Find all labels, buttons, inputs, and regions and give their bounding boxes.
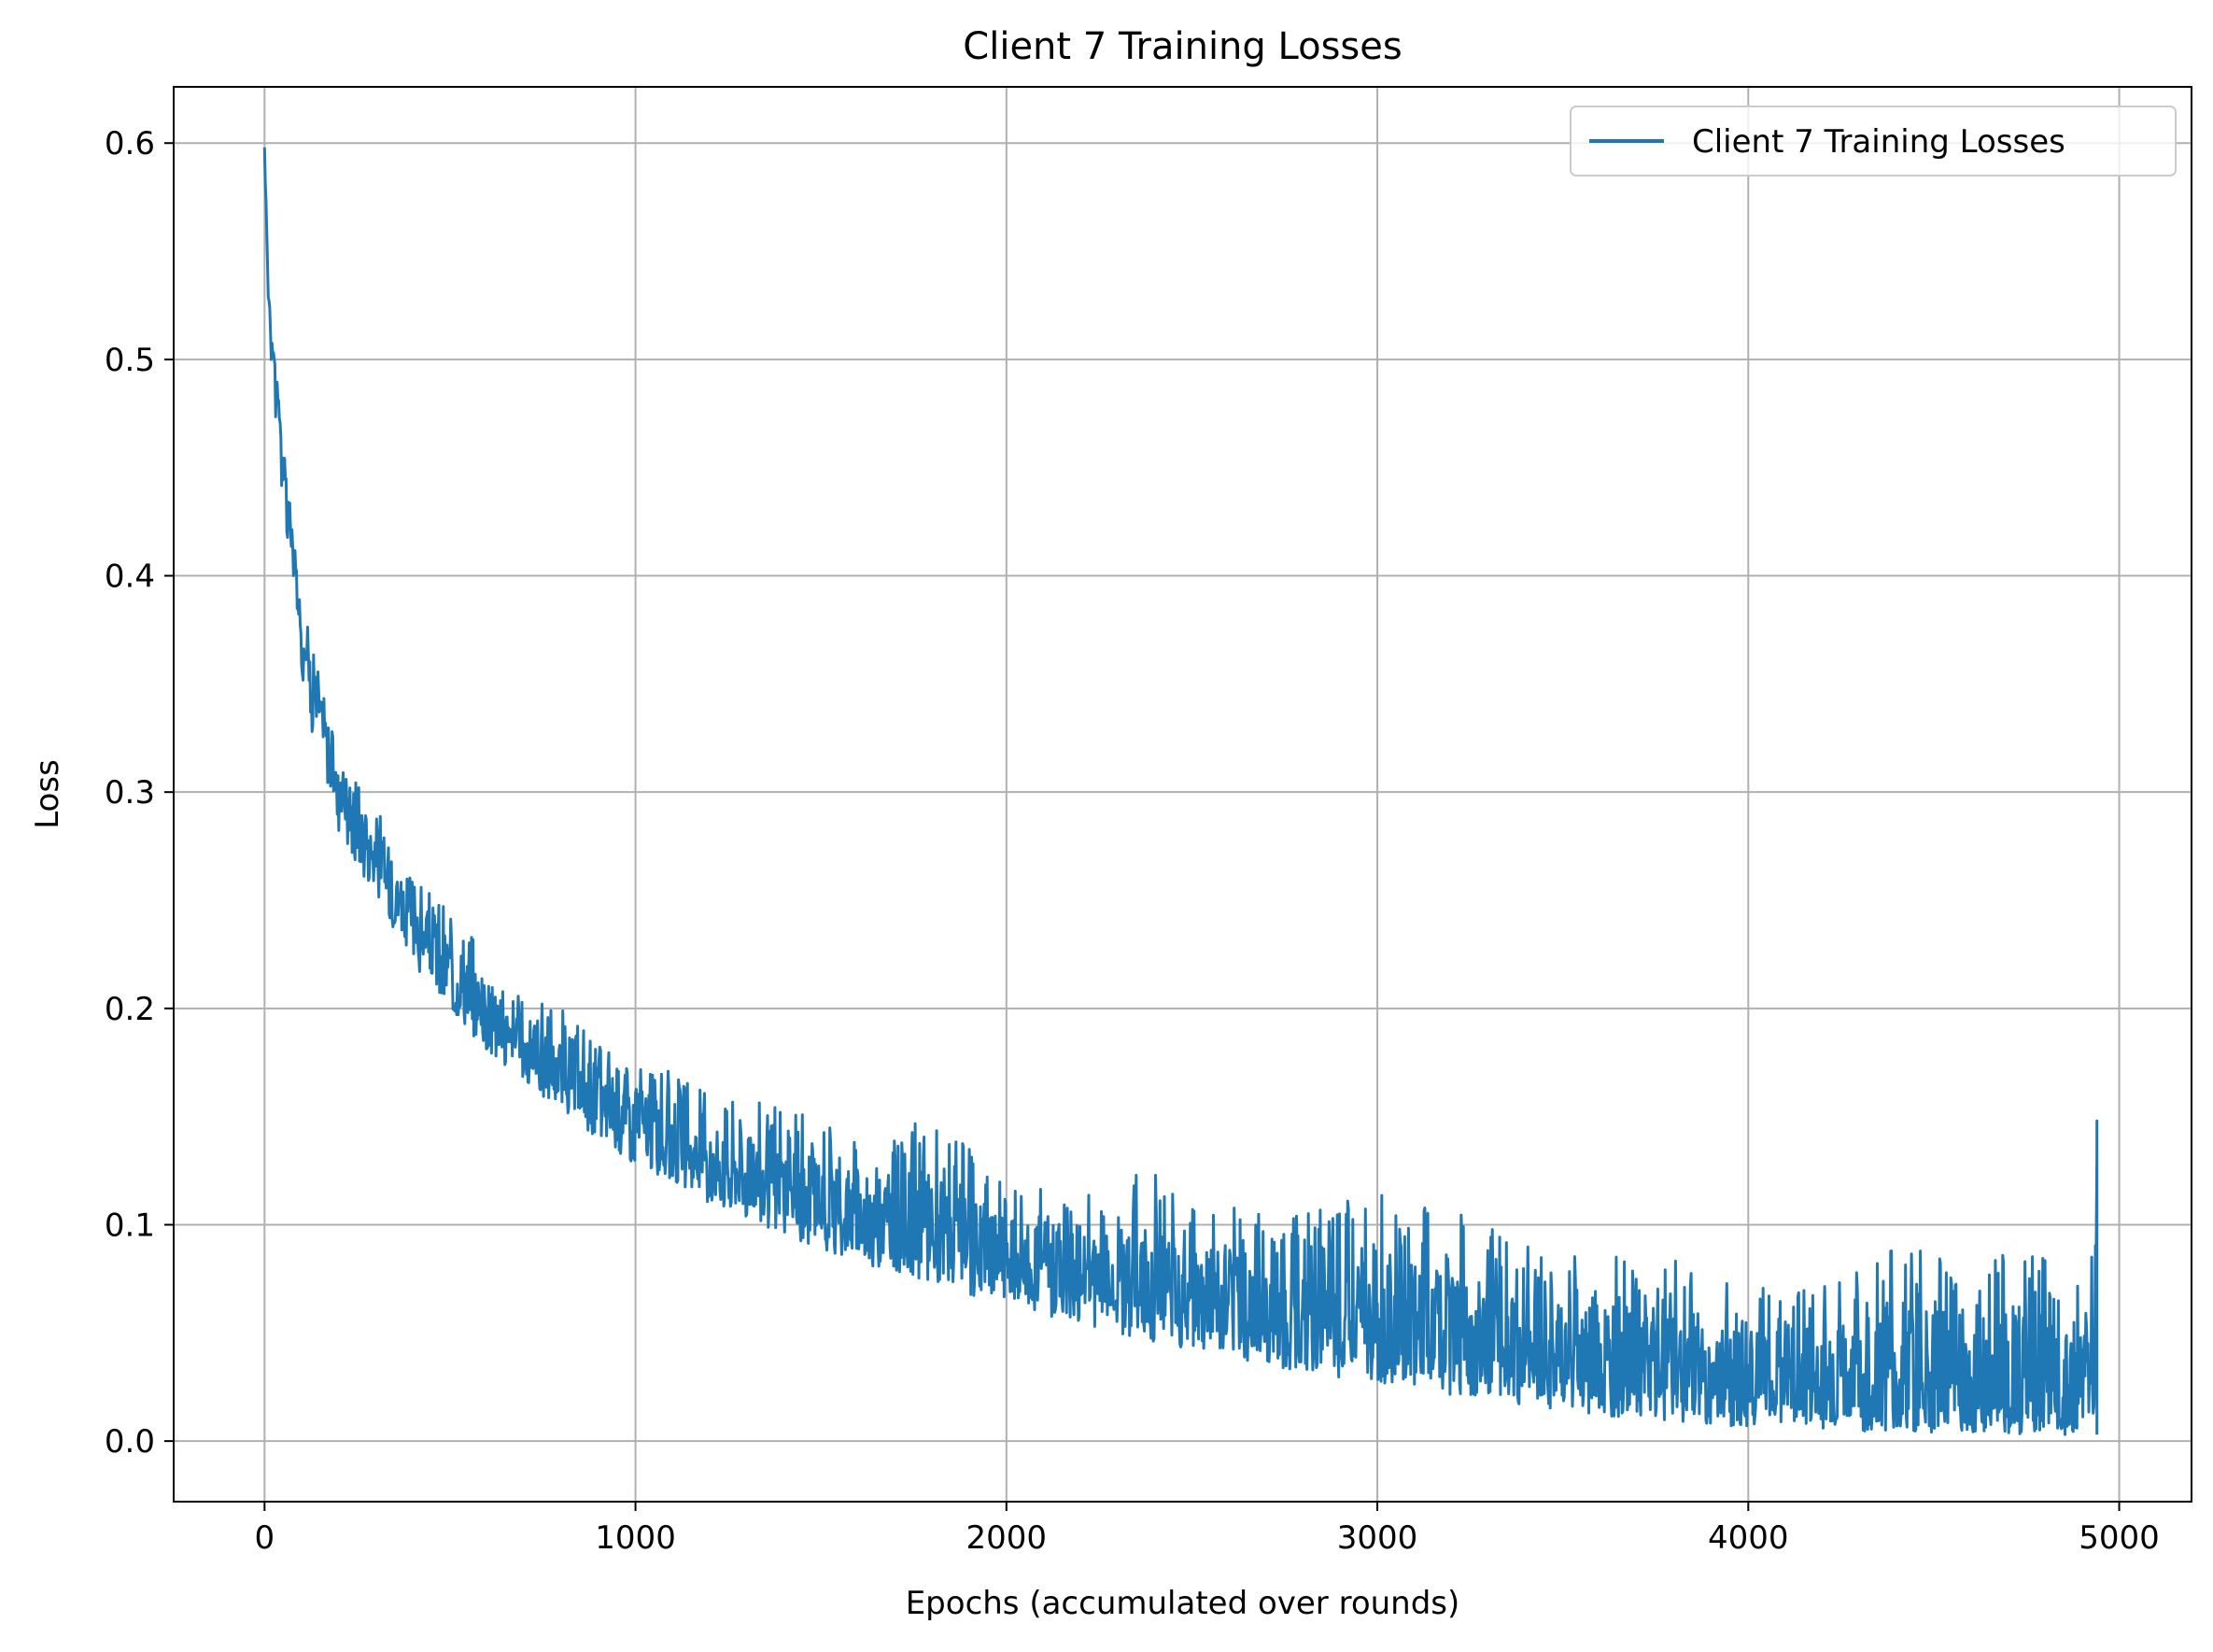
y-tick-label: 0.3 <box>105 774 155 812</box>
x-tick-label: 2000 <box>966 1519 1048 1557</box>
grid-lines <box>174 87 2192 1502</box>
y-axis-ticks: 0.0 0.1 0.2 0.3 0.4 0.5 0.6 <box>105 125 174 1461</box>
y-tick-label: 0.2 <box>105 991 155 1028</box>
y-tick-label: 0.0 <box>105 1423 155 1461</box>
legend: Client 7 Training Losses <box>1570 106 2177 176</box>
y-tick-label: 0.6 <box>105 125 155 162</box>
series-layer <box>262 147 2099 1436</box>
x-tick-label: 0 <box>255 1519 275 1557</box>
x-axis-label: Epochs (accumulated over rounds) <box>906 1585 1460 1622</box>
series-line-client-7 <box>262 147 2099 1436</box>
plot-frame <box>173 86 2192 1503</box>
x-tick-label: 3000 <box>1337 1519 1418 1557</box>
x-tick-label: 1000 <box>595 1519 676 1557</box>
chart-title: Client 7 Training Losses <box>963 25 1402 68</box>
x-tick-label: 4000 <box>1708 1519 1789 1557</box>
y-tick-label: 0.1 <box>105 1207 155 1244</box>
x-tick-label: 5000 <box>2079 1519 2160 1557</box>
legend-label-client-7: Client 7 Training Losses <box>1692 123 2065 161</box>
legend-box <box>1570 106 2177 176</box>
y-tick-label: 0.5 <box>105 342 155 379</box>
y-axis-label: Loss <box>29 759 66 829</box>
y-tick-label: 0.4 <box>105 558 155 596</box>
x-axis-ticks: 0 1000 2000 3000 4000 5000 <box>255 1502 2160 1557</box>
